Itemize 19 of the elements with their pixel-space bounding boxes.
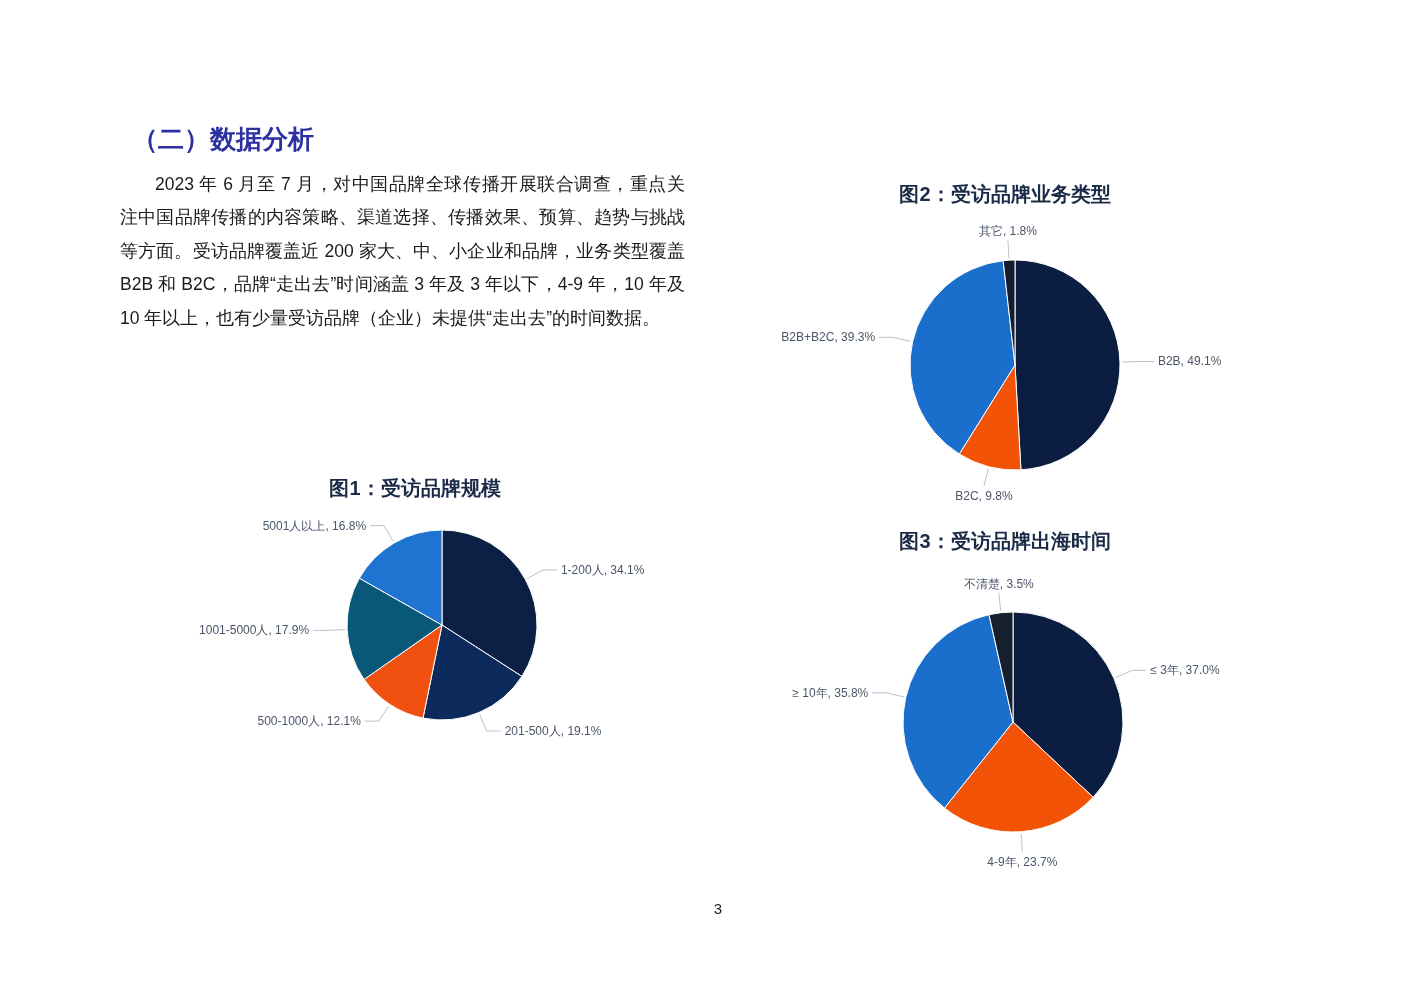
slice-label: B2C, 9.8% (955, 489, 1013, 504)
text: 3 (712, 900, 724, 917)
slice-label: 1001-5000人, 17.9% (199, 623, 310, 638)
slice-label: ≥ 10年, 35.8% (792, 685, 869, 700)
slice-label: 4-9年, 23.7% (987, 854, 1058, 869)
text: 2023 年 6 月至 7 月，对中国品牌全球传播开展联合调查，重点关注中国品牌传播的内容策略、渠道选择、传播效果、预算、趋势与挑战等方面。受访品牌覆盖近 200 家大、中、小企业和品牌，业务类型覆盖 B2B 和 B2C，品牌“走出去”时间涵盖 3 年及 3 年以下，4-9 年，10 年及 10 年以上，也有少量受访品牌（企业）未提供“走出去”的时间数据。 (120, 173, 685, 330)
slice-label: B2B, 49.1% (1157, 354, 1222, 369)
text: （二）数据分析 (132, 123, 314, 156)
chart-title: 图1：受访品牌规模 (329, 477, 501, 499)
slice-label: ≤ 3年, 37.0% (1150, 663, 1220, 678)
slice-label: 500-1000人, 12.1% (257, 714, 362, 729)
slice-label: 5001人以上, 16.8% (262, 518, 367, 533)
slice-label: 201-500人, 19.1% (504, 723, 602, 738)
chart-title: 图3：受访品牌出海时间 (899, 530, 1111, 552)
slice-label: 其它, 1.8% (978, 224, 1038, 239)
slice-label: B2B+B2C, 39.3% (781, 330, 876, 345)
slice-label: 1-200人, 34.1% (560, 562, 645, 577)
chart-title: 图2：受访品牌业务类型 (899, 183, 1111, 205)
slice-label: 不清楚, 3.5% (963, 576, 1035, 591)
